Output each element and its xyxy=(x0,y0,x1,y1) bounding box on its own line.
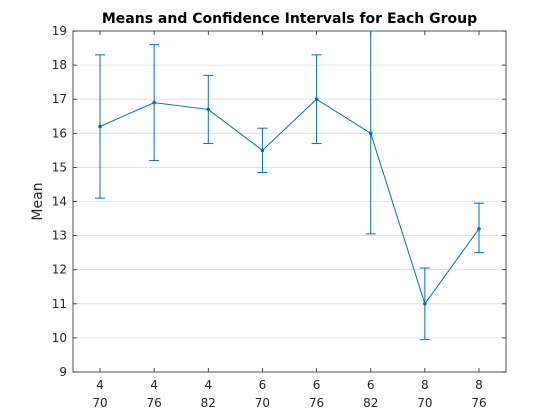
data-point xyxy=(260,148,265,153)
y-tick-label: 14 xyxy=(52,195,67,209)
x-tick-label-line1: 6 xyxy=(313,378,321,392)
y-tick-label: 10 xyxy=(52,331,67,345)
series-line xyxy=(99,98,480,305)
y-axis-label: Mean xyxy=(30,182,46,220)
y-tick-label: 9 xyxy=(59,365,67,379)
chart-title: Means and Confidence Intervals for Each … xyxy=(102,11,477,27)
data-point xyxy=(368,131,373,136)
grid xyxy=(73,64,506,339)
data-point xyxy=(98,124,102,129)
x-tick-label-line2: 76 xyxy=(471,396,486,410)
x-axis: 4 70 4 76 4 82 6 70 6 76 6 82 8 70 8 76 xyxy=(92,31,487,410)
x-tick-label-line1: 4 xyxy=(96,378,104,392)
y-tick-label: 13 xyxy=(52,229,67,243)
y-tick-label: 16 xyxy=(52,126,67,140)
x-tick-label-line1: 4 xyxy=(204,378,212,392)
y-tick-label: 11 xyxy=(52,297,67,311)
x-tick-label-line2: 82 xyxy=(363,396,378,410)
data-point xyxy=(206,107,211,112)
x-tick-label-line1: 4 xyxy=(150,378,158,392)
data-point xyxy=(423,302,427,306)
x-tick-label-line2: 70 xyxy=(92,396,107,410)
y-tick-label: 17 xyxy=(52,92,67,106)
series xyxy=(95,30,484,341)
y-tick-label: 15 xyxy=(52,160,67,174)
y-tick-label: 12 xyxy=(52,263,67,277)
x-tick-label-line2: 76 xyxy=(309,396,324,410)
data-point xyxy=(152,100,156,105)
x-tick-label-line1: 6 xyxy=(259,378,267,392)
x-tick-label-line1: 8 xyxy=(475,378,483,392)
data-point xyxy=(314,97,319,101)
data-point xyxy=(477,226,481,231)
x-tick-label-line2: 70 xyxy=(417,396,432,410)
x-tick-label-line1: 8 xyxy=(421,378,429,392)
x-tick-label-line2: 76 xyxy=(147,396,162,410)
x-tick-label-line1: 6 xyxy=(367,378,375,392)
x-tick-label-line2: 82 xyxy=(201,396,216,410)
x-tick-label-line2: 70 xyxy=(255,396,270,410)
y-tick-label: 19 xyxy=(52,24,67,38)
y-axis: 9 10 11 12 13 14 15 16 17 18 19 xyxy=(52,24,506,379)
y-tick-label: 18 xyxy=(52,58,67,72)
